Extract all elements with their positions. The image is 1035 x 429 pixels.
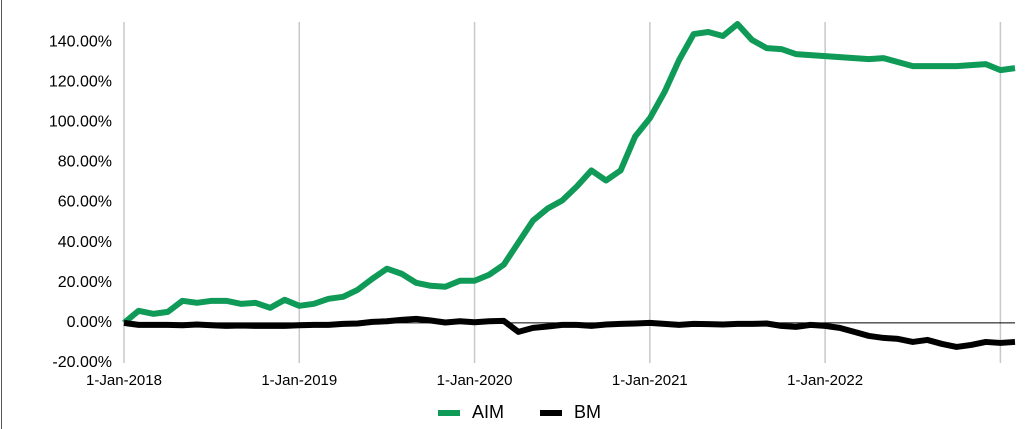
x-tick-label: 1-Jan-2021 [612, 372, 688, 389]
x-tick-label: 1-Jan-2018 [86, 372, 162, 389]
y-tick-label: 140.00% [49, 33, 112, 50]
y-tick-label: 20.00% [58, 274, 112, 291]
y-tick-label: -20.00% [52, 354, 112, 371]
x-tick-label: 1-Jan-2020 [437, 372, 513, 389]
x-tick-label: 1-Jan-2022 [787, 372, 863, 389]
y-tick-label: 80.00% [58, 154, 112, 171]
y-tick-label: 0.00% [67, 314, 112, 331]
legend-label: AIM [472, 402, 504, 422]
y-tick-label: 100.00% [49, 114, 112, 131]
legend-label: BM [574, 402, 601, 422]
series-line [123, 315, 1016, 350]
y-tick-label: 120.00% [49, 73, 112, 90]
series-line [122, 21, 1016, 326]
y-tick-label: 40.00% [58, 234, 112, 251]
x-tick-label: 1-Jan-2019 [261, 372, 337, 389]
y-tick-label: 60.00% [58, 194, 112, 211]
